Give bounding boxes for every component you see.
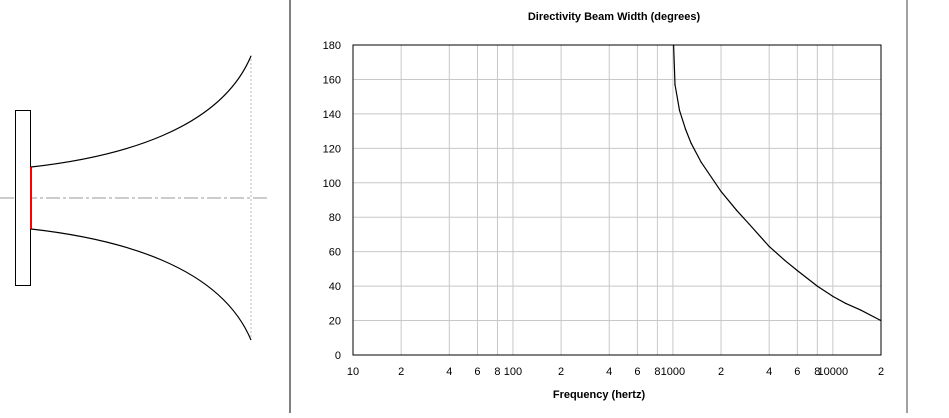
data-point bbox=[816, 285, 818, 287]
data-point bbox=[674, 84, 676, 86]
grid-lines bbox=[353, 45, 881, 355]
x-tick-label: 4 bbox=[606, 366, 612, 378]
data-point bbox=[678, 109, 681, 112]
y-tick-label: 180 bbox=[323, 40, 341, 52]
y-tick-label: 160 bbox=[323, 74, 341, 86]
y-tick-labels: 180 160 140 120 100 80 60 40 20 0 bbox=[323, 40, 341, 362]
data-point bbox=[832, 295, 834, 298]
x-tick-label: 8 bbox=[494, 366, 500, 378]
x-tick-label: 1000 bbox=[661, 366, 685, 378]
y-tick-label: 40 bbox=[329, 281, 341, 293]
data-point bbox=[784, 259, 786, 261]
y-tick-label: 140 bbox=[323, 109, 341, 121]
data-point bbox=[672, 44, 675, 46]
x-tick-label: 8 bbox=[654, 366, 660, 378]
y-tick-label: 120 bbox=[323, 143, 341, 155]
data-point bbox=[748, 223, 750, 225]
horn-upper-profile bbox=[30, 55, 252, 168]
x-tick-label: 2 bbox=[878, 366, 884, 378]
data-point bbox=[700, 161, 702, 163]
y-tick-label: 100 bbox=[323, 178, 341, 190]
data-point bbox=[860, 309, 862, 311]
horn-diagram bbox=[0, 55, 268, 341]
y-tick-label: 0 bbox=[335, 350, 341, 362]
data-point bbox=[768, 245, 770, 248]
data-point bbox=[796, 270, 798, 272]
data-point bbox=[844, 302, 847, 304]
x-tick-label: 10000 bbox=[818, 366, 849, 378]
x-tick-label: 4 bbox=[766, 366, 772, 378]
data-point bbox=[684, 128, 687, 130]
chart-panel: Directivity Beam Width (degrees) 180 160 1… bbox=[291, 0, 906, 413]
x-tick-label: 8 bbox=[814, 366, 820, 378]
right-panel-edge bbox=[906, 0, 908, 413]
data-point bbox=[735, 209, 738, 211]
x-axis-label: Frequency (hertz) bbox=[553, 389, 646, 401]
y-tick-label: 80 bbox=[329, 212, 341, 224]
horn-diagram-panel bbox=[0, 0, 289, 413]
x-tick-label: 6 bbox=[474, 366, 480, 378]
chart-title: Directivity Beam Width (degrees) bbox=[528, 11, 701, 23]
x-tick-label: 100 bbox=[504, 366, 522, 378]
x-tick-label: 2 bbox=[558, 366, 564, 378]
x-tick-label: 6 bbox=[794, 366, 800, 378]
y-tick-label: 20 bbox=[329, 316, 341, 328]
x-tick-label: 2 bbox=[718, 366, 724, 378]
plot-frame bbox=[352, 44, 882, 356]
horn-lower-profile bbox=[30, 228, 252, 341]
x-tick-label: 6 bbox=[634, 366, 640, 378]
driver-body bbox=[15, 110, 31, 286]
x-tick-label: 10 bbox=[347, 366, 359, 378]
data-point bbox=[690, 142, 692, 144]
y-tick-label: 60 bbox=[329, 247, 341, 259]
data-point bbox=[720, 190, 722, 192]
beam-width-chart: Directivity Beam Width (degrees) 1801601… bbox=[323, 11, 884, 401]
panel-divider[interactable] bbox=[289, 0, 291, 413]
data-point bbox=[880, 319, 882, 322]
x-tick-label: 2 bbox=[398, 366, 404, 378]
right-strip bbox=[908, 0, 949, 413]
series-layer bbox=[672, 44, 882, 322]
x-tick-label: 4 bbox=[446, 366, 452, 378]
